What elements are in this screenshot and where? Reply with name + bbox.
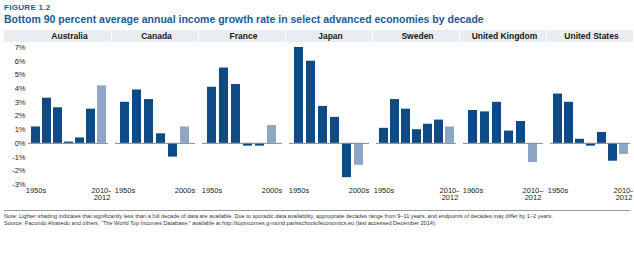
svg-text:1950s: 1950s <box>115 186 136 195</box>
svg-text:2%: 2% <box>15 111 26 120</box>
svg-text:2000s: 2000s <box>262 186 283 195</box>
svg-text:2000s: 2000s <box>175 186 196 195</box>
svg-text:1950s: 1950s <box>26 186 47 195</box>
html-text:FIGURE 1.2: FIGURE 1.2 <box>4 3 51 12</box>
svg-text:1960s: 1960s <box>463 186 484 195</box>
svg-text:2010–2012: 2010–2012 <box>614 186 633 203</box>
svg-text:3%: 3% <box>15 98 26 107</box>
svg-text:1950s: 1950s <box>374 186 395 195</box>
svg-text:1950s: 1950s <box>202 186 223 195</box>
html-text:Australia: Australia <box>51 31 88 41</box>
svg-text:1%: 1% <box>15 125 26 134</box>
svg-text:-1%: -1% <box>12 153 26 162</box>
html-text:France: France <box>229 31 258 41</box>
svg-text:-2%: -2% <box>12 166 26 175</box>
svg-text:7%: 7% <box>15 43 26 52</box>
html-text:Note: Lighter shading indicate: Note: Lighter shading indicates that sig… <box>4 213 553 219</box>
html-text:Canada: Canada <box>141 31 172 41</box>
svg-text:-3%: -3% <box>12 180 26 189</box>
svg-text:2010–2012: 2010–2012 <box>92 186 111 203</box>
html-text:United States: United States <box>564 31 619 41</box>
svg-text:5%: 5% <box>15 70 26 79</box>
svg-text:4%: 4% <box>15 84 26 93</box>
svg-text:2010–2012: 2010–2012 <box>523 186 545 203</box>
svg-text:0%: 0% <box>15 139 26 148</box>
svg-text:6%: 6% <box>15 57 26 66</box>
svg-text:1950s: 1950s <box>289 186 310 195</box>
html-text:Source: Facundo Alvaredo and o: Source: Facundo Alvaredo and others, “Th… <box>4 220 437 226</box>
svg-text:2010–2012: 2010–2012 <box>440 186 459 203</box>
svg-text:2000s: 2000s <box>349 186 370 195</box>
svg-text:1950s: 1950s <box>548 186 569 195</box>
html-text:Japan: Japan <box>318 31 343 41</box>
html-text:United Kingdom: United Kingdom <box>471 31 538 41</box>
html-text:Sweden: Sweden <box>401 31 434 41</box>
html-text:Bottom 90 percent average annu: Bottom 90 percent average annual income … <box>4 13 484 25</box>
